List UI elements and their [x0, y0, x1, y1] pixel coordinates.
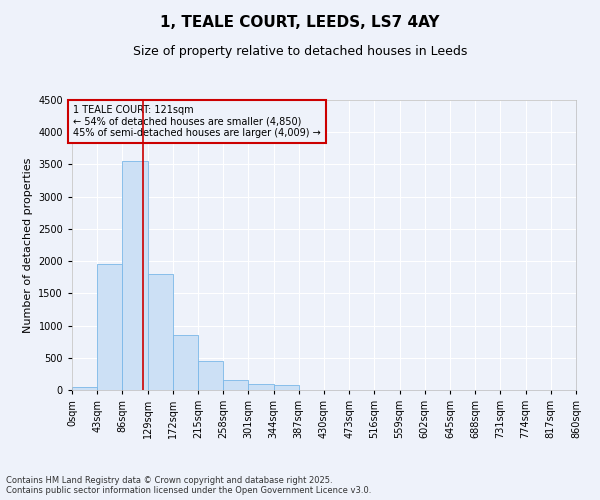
Bar [274, 385, 299, 390]
Bar [173, 335, 198, 390]
Text: Size of property relative to detached houses in Leeds: Size of property relative to detached ho… [133, 45, 467, 58]
Text: Contains HM Land Registry data © Crown copyright and database right 2025.
Contai: Contains HM Land Registry data © Crown c… [6, 476, 371, 495]
Text: 1, TEALE COURT, LEEDS, LS7 4AY: 1, TEALE COURT, LEEDS, LS7 4AY [160, 15, 440, 30]
Bar [148, 274, 173, 390]
Text: 1 TEALE COURT: 121sqm
← 54% of detached houses are smaller (4,850)
45% of semi-d: 1 TEALE COURT: 121sqm ← 54% of detached … [73, 105, 321, 138]
Y-axis label: Number of detached properties: Number of detached properties [23, 158, 32, 332]
Bar [223, 380, 248, 390]
Bar [198, 361, 223, 390]
Bar [72, 387, 97, 390]
Bar [122, 161, 148, 390]
Bar [97, 264, 122, 390]
Bar [248, 384, 274, 390]
